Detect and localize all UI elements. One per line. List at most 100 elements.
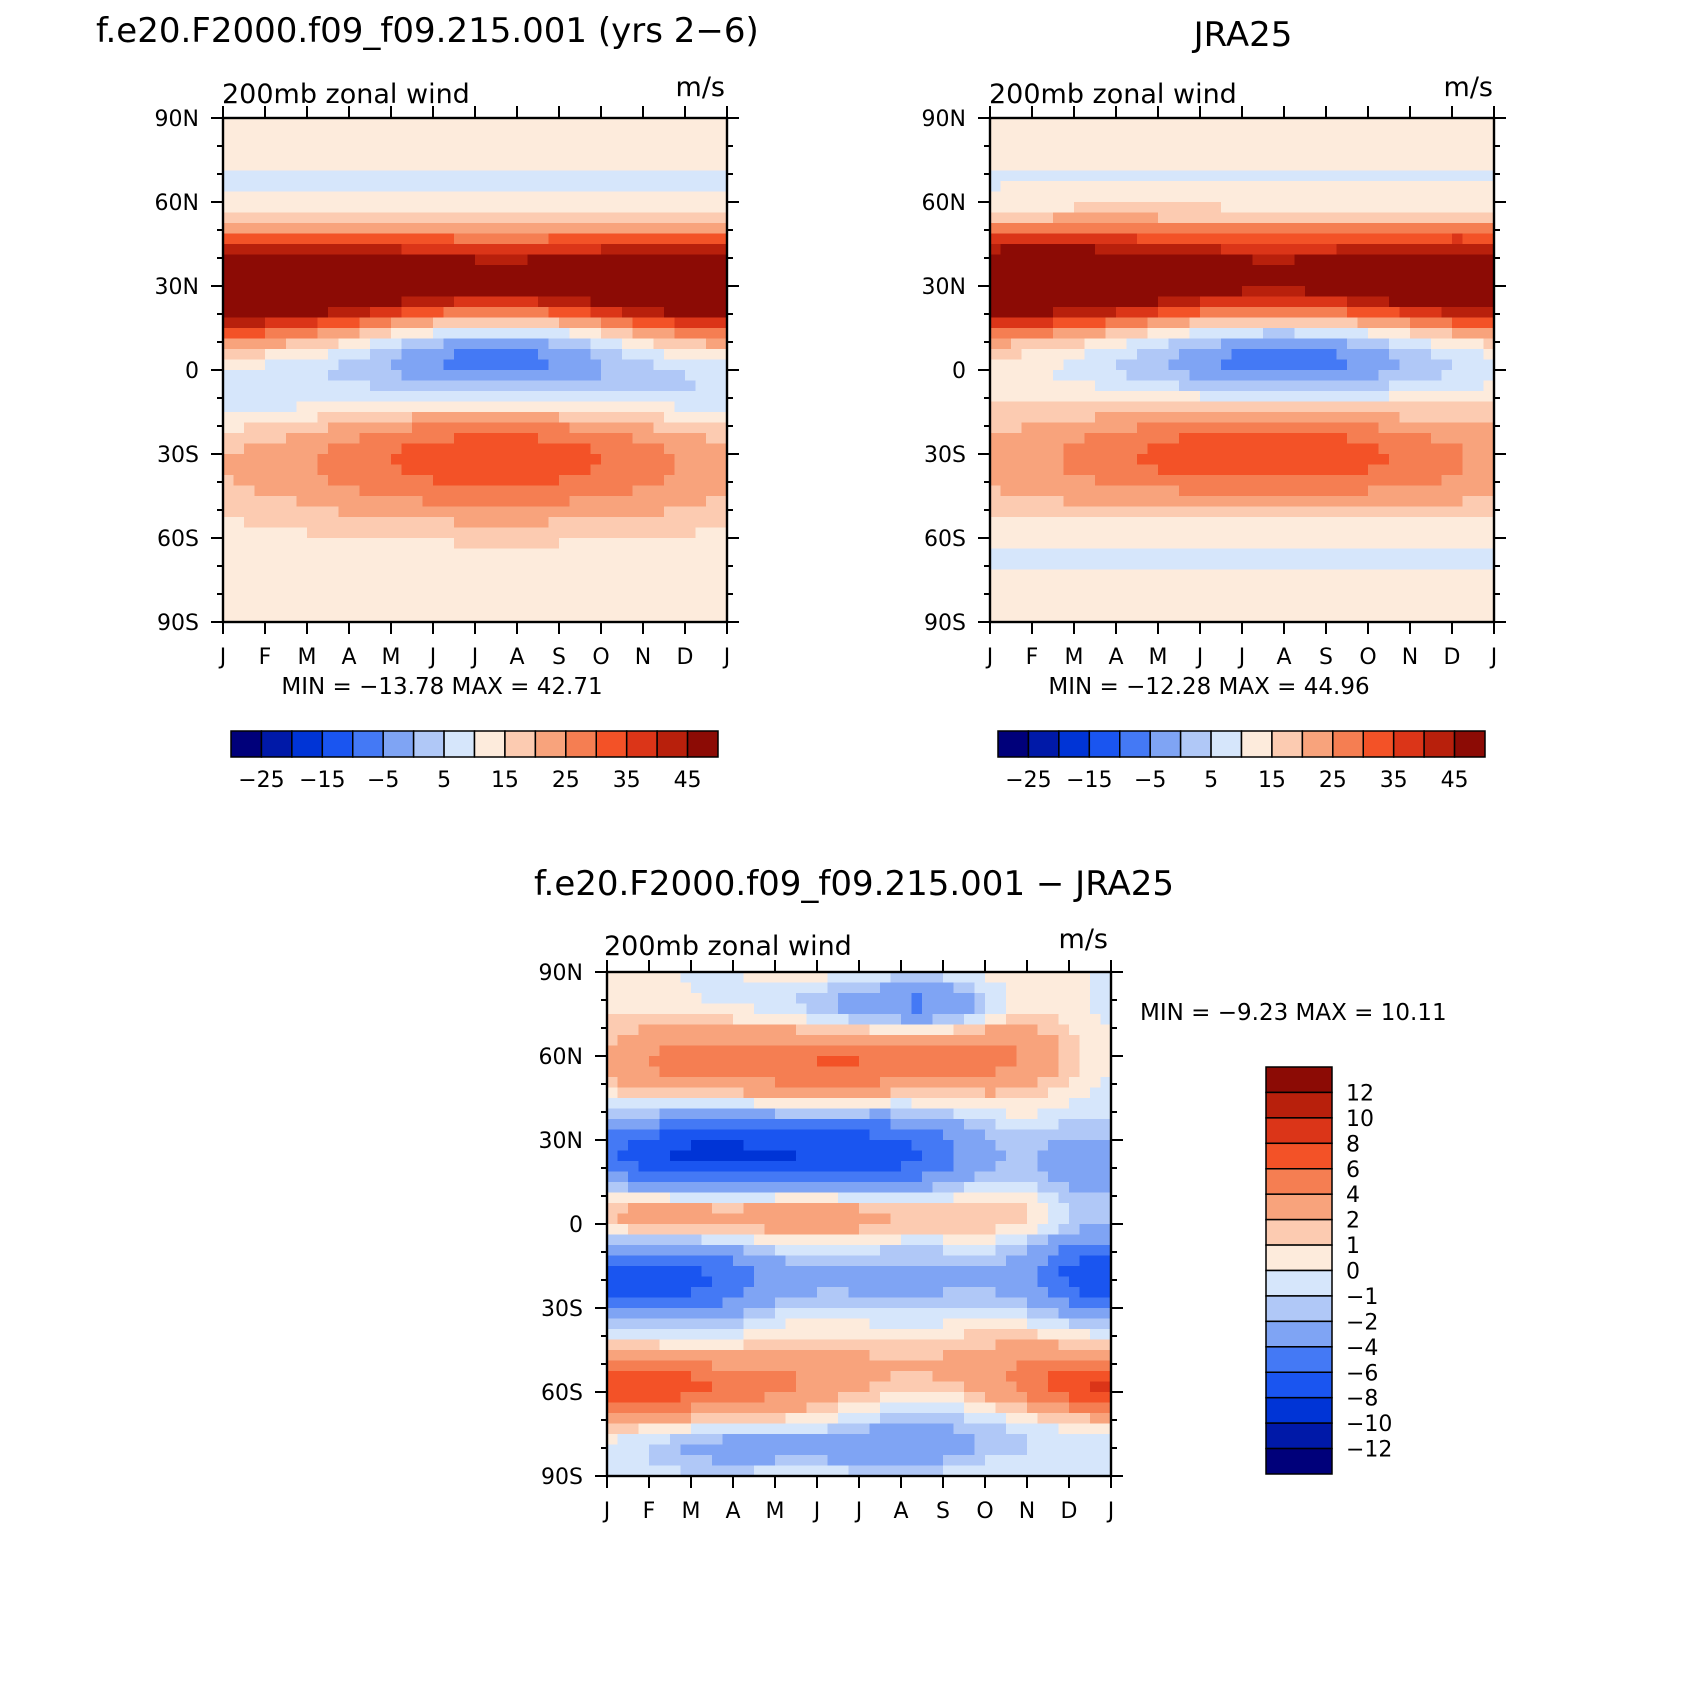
contour-cell bbox=[1473, 591, 1484, 602]
contour-cell bbox=[297, 286, 308, 297]
contour-cell bbox=[570, 486, 581, 497]
contour-cell bbox=[1074, 171, 1085, 182]
contour-cell bbox=[349, 286, 360, 297]
contour-cell bbox=[1064, 433, 1075, 444]
colorbar-box bbox=[535, 731, 565, 757]
contour-cell bbox=[654, 276, 665, 287]
contour-cell bbox=[1074, 118, 1085, 129]
contour-cell bbox=[1347, 580, 1358, 591]
contour-cell bbox=[706, 402, 717, 413]
contour-cell bbox=[286, 538, 297, 549]
contour-cell bbox=[1127, 570, 1138, 581]
contour-cell bbox=[1137, 318, 1148, 329]
contour-cell bbox=[622, 171, 633, 182]
contour-cell bbox=[1064, 486, 1075, 497]
contour-cell bbox=[706, 192, 717, 203]
contour-cell bbox=[276, 160, 287, 171]
contour-cell bbox=[1347, 118, 1358, 129]
contour-cell bbox=[223, 381, 234, 392]
contour-cell bbox=[1379, 591, 1390, 602]
contour-cell bbox=[349, 580, 360, 591]
contour-cell bbox=[654, 244, 665, 255]
contour-cell bbox=[318, 276, 329, 287]
contour-cell bbox=[643, 276, 654, 287]
contour-cell bbox=[1074, 475, 1085, 486]
contour-cell bbox=[1442, 276, 1453, 287]
contour-cell bbox=[276, 528, 287, 539]
contour-cell bbox=[654, 601, 665, 612]
contour-cell bbox=[570, 349, 581, 360]
contour-cell bbox=[423, 202, 434, 213]
contour-cell bbox=[1032, 360, 1043, 371]
contour-cell bbox=[328, 328, 339, 339]
contour-cell bbox=[1137, 559, 1148, 570]
contour-cell bbox=[754, 972, 765, 983]
contour-cell bbox=[706, 349, 717, 360]
contour-cell bbox=[465, 475, 476, 486]
contour-cell bbox=[391, 255, 402, 266]
contour-cell bbox=[360, 213, 371, 224]
contour-cell bbox=[1253, 538, 1264, 549]
contour-cell bbox=[654, 591, 665, 602]
contour-cell bbox=[370, 265, 381, 276]
contour-cell bbox=[1316, 202, 1327, 213]
contour-cell bbox=[1085, 255, 1096, 266]
contour-cell bbox=[328, 528, 339, 539]
contour-cell bbox=[622, 391, 633, 402]
contour-cell bbox=[1085, 570, 1096, 581]
contour-cell bbox=[1463, 307, 1474, 318]
contour-cell bbox=[1400, 297, 1411, 308]
contour-cell bbox=[664, 129, 675, 140]
contour-cell bbox=[328, 223, 339, 234]
contour-cell bbox=[1274, 265, 1285, 276]
contour-cell bbox=[675, 349, 686, 360]
contour-cell bbox=[1179, 423, 1190, 434]
contour-cell bbox=[622, 423, 633, 434]
contour-cell bbox=[1085, 118, 1096, 129]
contour-cell bbox=[1347, 528, 1358, 539]
contour-cell bbox=[265, 118, 276, 129]
contour-cell bbox=[1179, 139, 1190, 150]
contour-cell bbox=[1316, 559, 1327, 570]
contour-cell bbox=[1074, 591, 1085, 602]
contour-cell bbox=[475, 496, 486, 507]
colorbar-box bbox=[444, 731, 474, 757]
contour-cell bbox=[1064, 139, 1075, 150]
contour-cell bbox=[507, 349, 518, 360]
contour-cell bbox=[1473, 276, 1484, 287]
contour-cell bbox=[244, 402, 255, 413]
contour-cell bbox=[1221, 129, 1232, 140]
contour-cell bbox=[1242, 580, 1253, 591]
contour-cell bbox=[601, 570, 612, 581]
contour-cell bbox=[1221, 286, 1232, 297]
contour-cell bbox=[1064, 349, 1075, 360]
contour-cell bbox=[265, 265, 276, 276]
contour-cell bbox=[391, 223, 402, 234]
contour-cell bbox=[454, 318, 465, 329]
contour-cell bbox=[1085, 517, 1096, 528]
contour-cell bbox=[1179, 381, 1190, 392]
contour-cell bbox=[244, 192, 255, 203]
contour-cell bbox=[570, 591, 581, 602]
contour-cell bbox=[223, 475, 234, 486]
contour-cell bbox=[622, 517, 633, 528]
contour-cell bbox=[838, 972, 849, 983]
contour-cell bbox=[622, 318, 633, 329]
contour-cell bbox=[1410, 538, 1421, 549]
contour-cell bbox=[402, 160, 413, 171]
contour-cell bbox=[223, 171, 234, 182]
contour-cell bbox=[891, 993, 902, 1004]
contour-cell bbox=[486, 444, 497, 455]
contour-cell bbox=[1137, 601, 1148, 612]
contour-cell bbox=[370, 475, 381, 486]
contour-cell bbox=[265, 444, 276, 455]
contour-cell bbox=[1368, 244, 1379, 255]
contour-cell bbox=[402, 139, 413, 150]
contour-cell bbox=[1358, 328, 1369, 339]
contour-cell bbox=[433, 549, 444, 560]
contour-cell bbox=[1053, 349, 1064, 360]
contour-cell bbox=[696, 486, 707, 497]
contour-cell bbox=[297, 433, 308, 444]
contour-cell bbox=[880, 983, 891, 994]
contour-cell bbox=[591, 381, 602, 392]
